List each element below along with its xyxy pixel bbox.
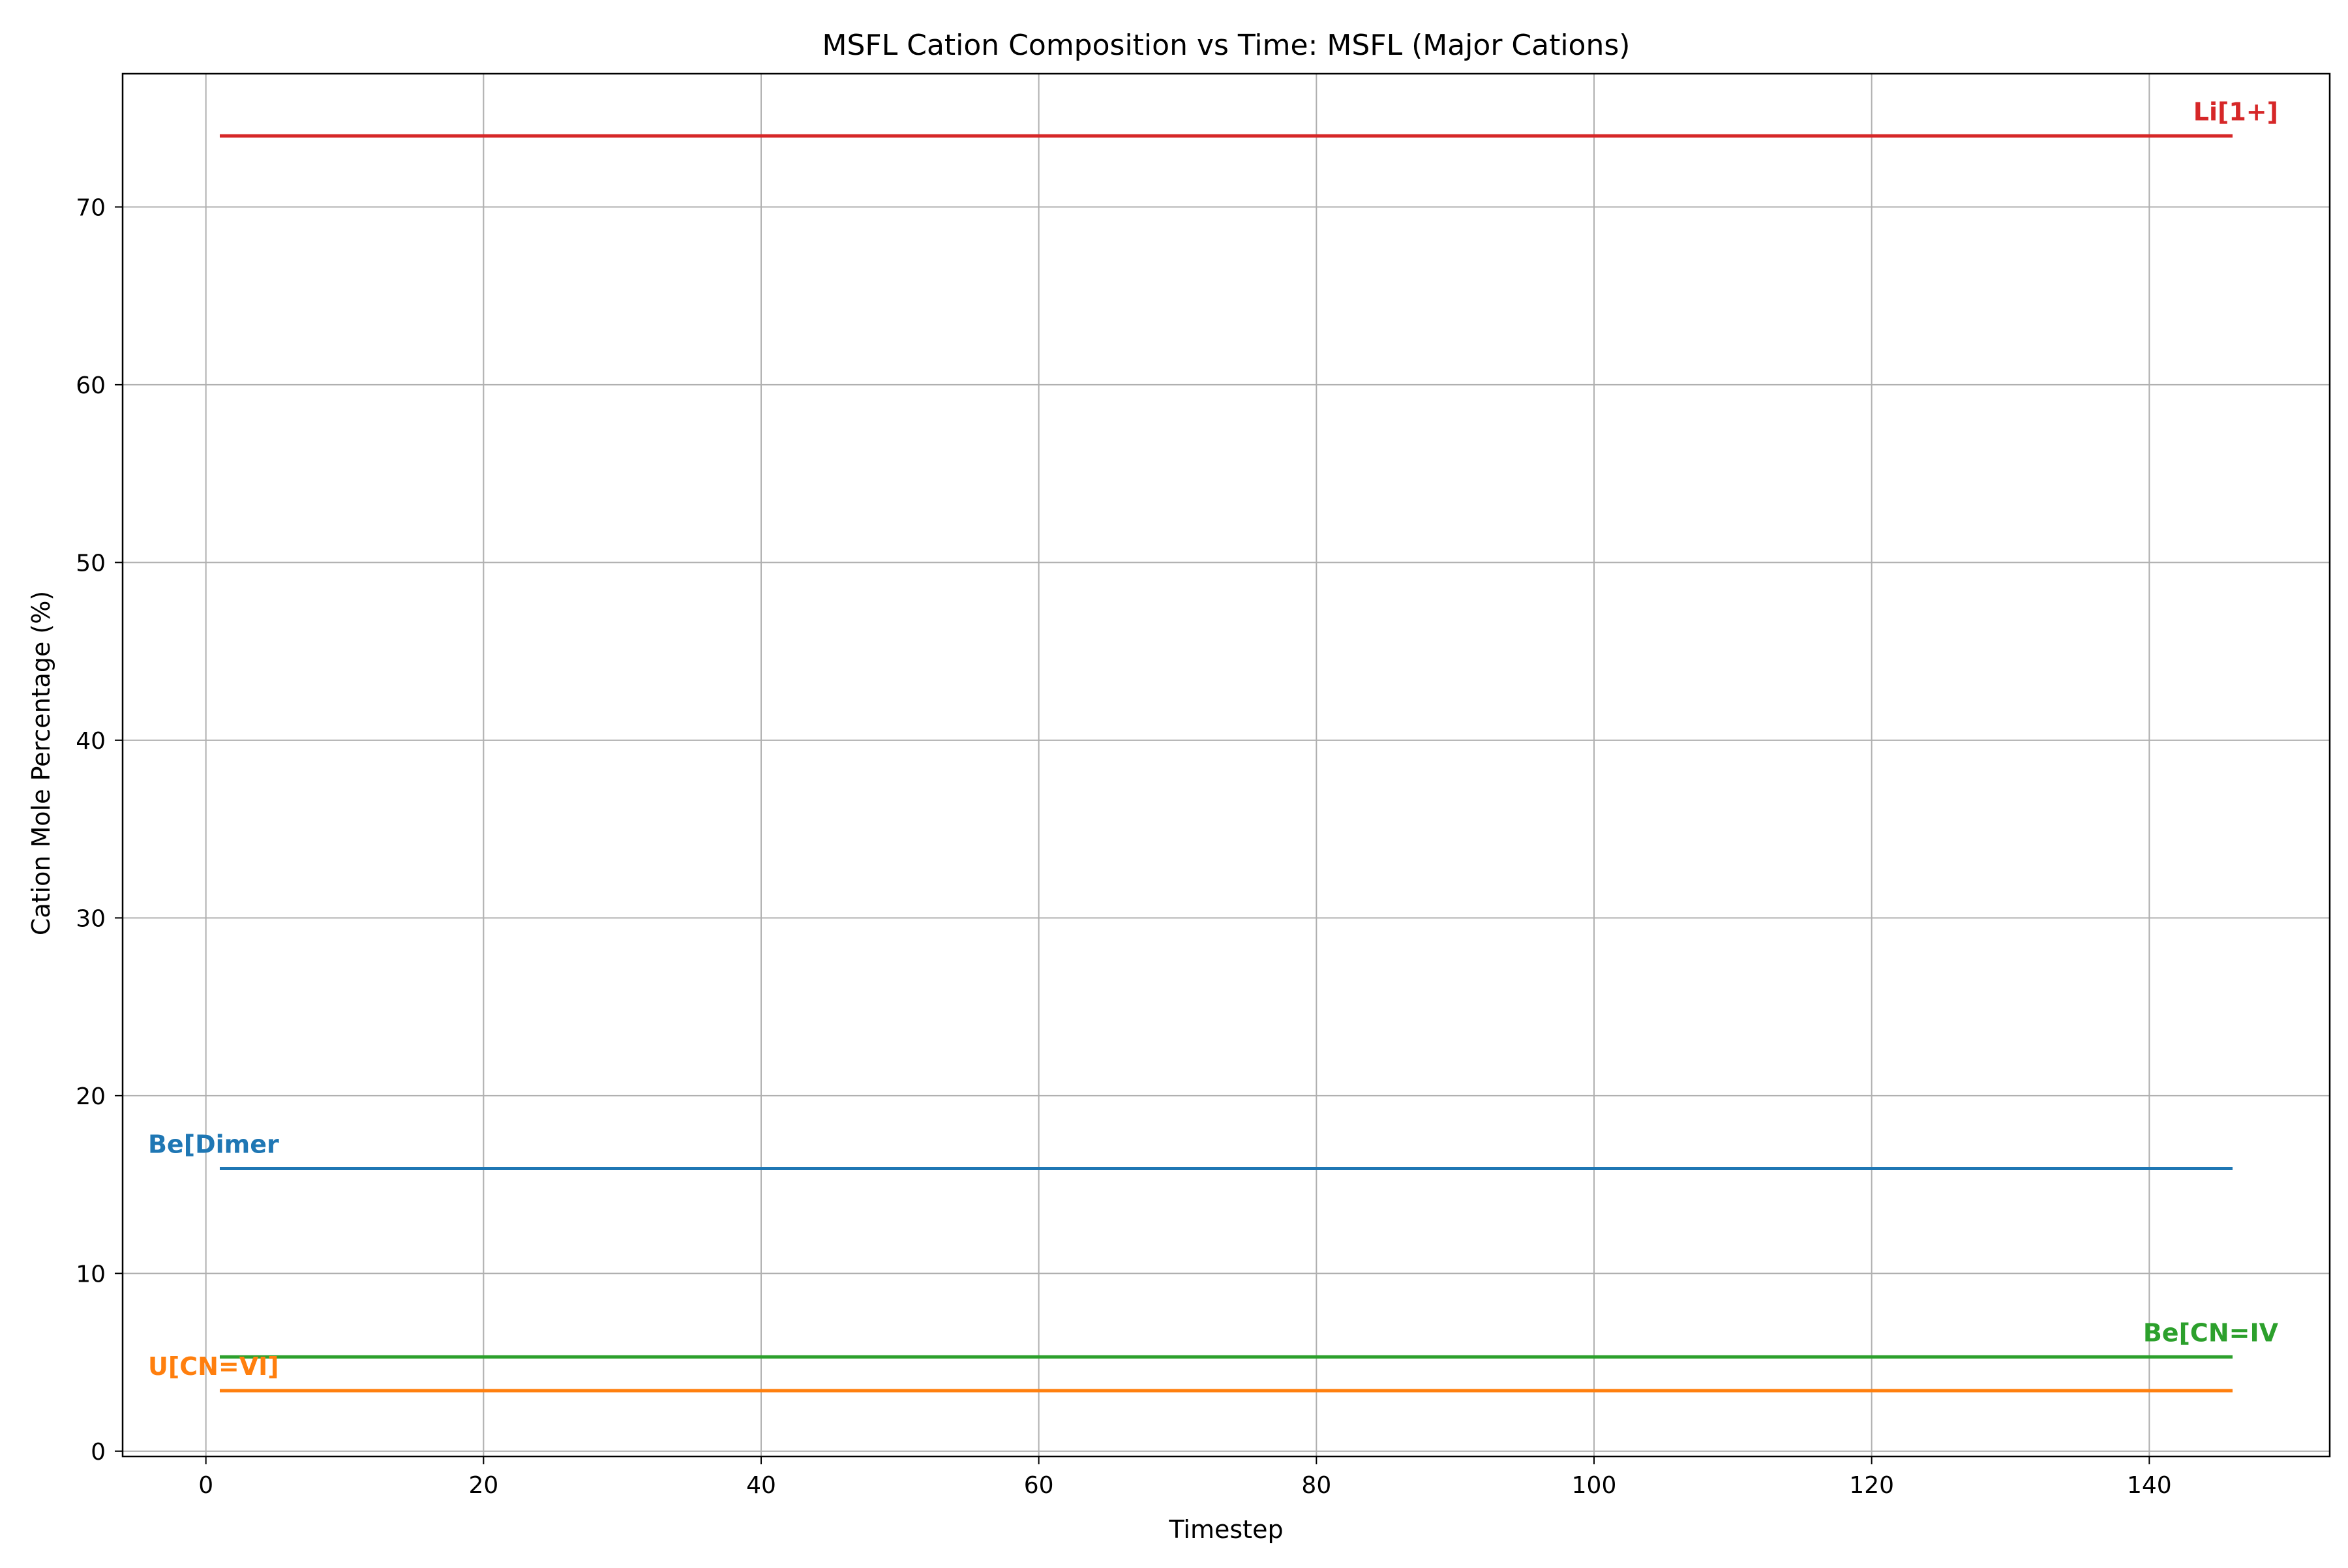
y-tick-label: 60	[76, 372, 106, 399]
plot-frame	[121, 72, 2331, 1458]
series-label-2: Be[CN=IV	[2143, 1318, 2279, 1347]
y-tick-label: 70	[76, 194, 106, 221]
series-label-3: U[CN=VI]	[148, 1352, 279, 1381]
grid	[123, 74, 2330, 1456]
y-tick-label: 0	[91, 1439, 106, 1466]
series-label-0: Li[1+]	[2193, 97, 2278, 126]
x-axis-label: Timestep	[1168, 1515, 1283, 1544]
y-tick-label: 50	[76, 550, 106, 577]
y-tick-label: 20	[76, 1083, 106, 1110]
y-tick-label: 10	[76, 1261, 106, 1288]
y-axis-label: Cation Mole Percentage (%)	[27, 591, 55, 935]
series-lines	[219, 134, 2233, 1393]
x-tick-label: 40	[746, 1472, 776, 1499]
axis-ticks: 0 20 40 60 80 100 120 140 0 10 20 30 40 50 60 70	[76, 194, 2171, 1499]
x-tick-label: 60	[1024, 1472, 1054, 1499]
x-tick-label: 80	[1301, 1472, 1331, 1499]
y-tick-label: 30	[76, 905, 106, 932]
x-tick-label: 120	[1849, 1472, 1894, 1499]
x-tick-label: 100	[1572, 1472, 1617, 1499]
x-tick-label: 0	[198, 1472, 213, 1499]
x-tick-label: 20	[468, 1472, 498, 1499]
x-tick-label: 140	[2127, 1472, 2172, 1499]
series-labels: Li[1+] Be[Dimer Be[CN=IV U[CN=VI]	[148, 97, 2279, 1381]
chart-title: MSFL Cation Composition vs Time: MSFL (M…	[822, 29, 1631, 62]
y-tick-label: 40	[76, 728, 106, 755]
series-label-1: Be[Dimer	[148, 1130, 279, 1159]
